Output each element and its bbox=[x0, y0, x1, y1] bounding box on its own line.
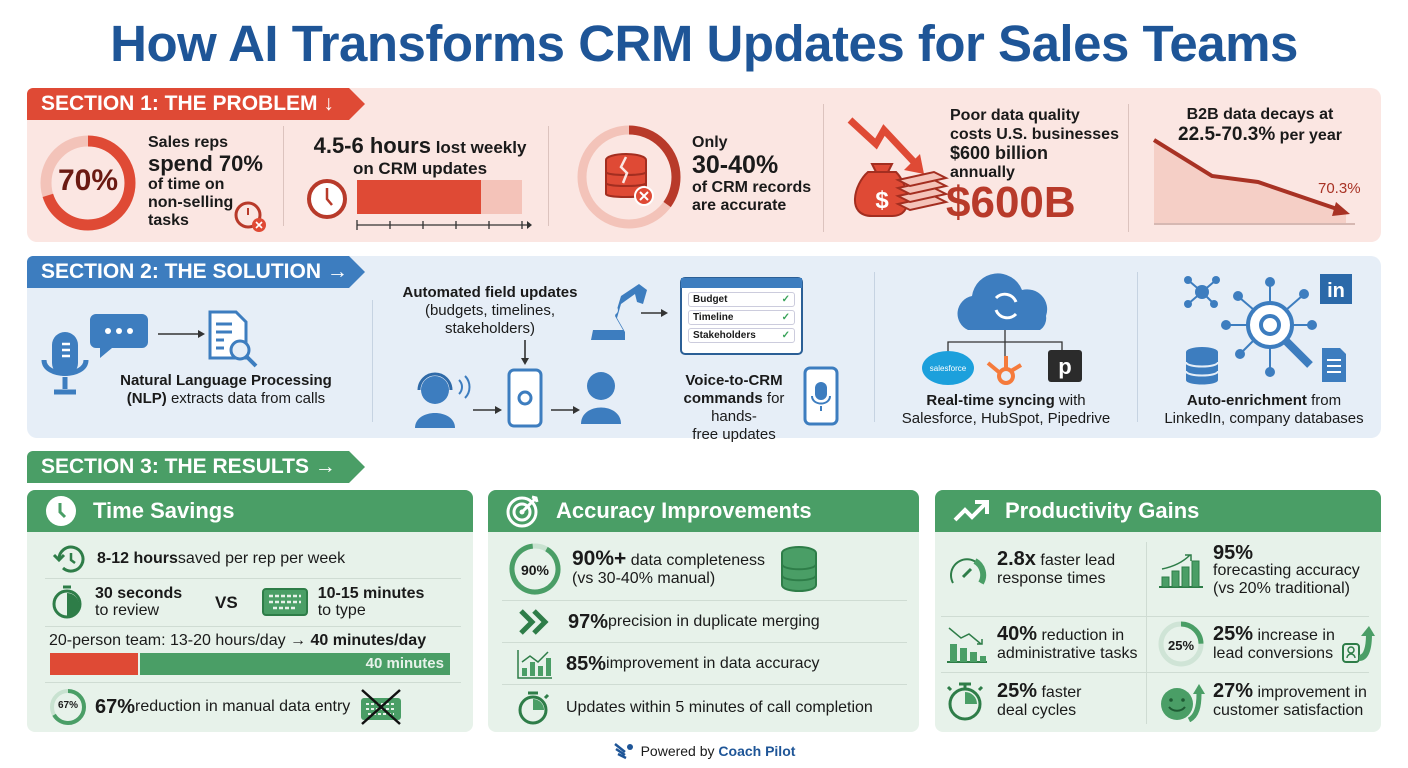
stat-crm-accuracy: Only 30-40% of CRM records are accurate bbox=[692, 134, 812, 214]
database-icon bbox=[781, 546, 818, 592]
bar-chart-up-icon bbox=[517, 650, 552, 679]
section-tag-problem: SECTION 1: THE PROBLEM ↓ bbox=[27, 88, 365, 120]
stat-decay: B2B data decays at 22.5-70.3% per year bbox=[1178, 106, 1342, 145]
stat-hours-lost: 4.5-6 hours lost weekly on CRM updates bbox=[313, 133, 527, 178]
time-row-review-vs-type: 30 seconds to review VS 10-15 minutes to t… bbox=[51, 584, 424, 620]
donut-90-icon: 90% bbox=[508, 542, 562, 596]
team-summary-text: 20-person team: 13-20 hours/day → 40 min… bbox=[49, 632, 427, 649]
time-row-hours-saved: 8-12 hours saved per rep per week bbox=[51, 544, 345, 574]
prod-deal-cycles: 25% faster deal cycles bbox=[947, 680, 1082, 722]
check-icon: ✓ bbox=[781, 330, 790, 341]
card-header-productivity: Productivity Gains bbox=[935, 490, 1381, 532]
bar-chart-down-icon bbox=[947, 627, 987, 663]
sync-caption: Real-time syncing with Salesforce, HubSp… bbox=[901, 392, 1111, 427]
voice-crm-caption: Voice-to-CRM commands for hands- free up… bbox=[683, 372, 785, 443]
keyboard-crossed-icon bbox=[361, 689, 402, 725]
svg-text:in: in bbox=[1327, 280, 1345, 302]
hours-axis bbox=[356, 220, 532, 230]
form-field-timeline: Timeline ✓ bbox=[688, 310, 795, 325]
check-icon: ✓ bbox=[781, 294, 790, 305]
money-loss-icon: $ bbox=[847, 117, 949, 217]
automated-updates-caption: Automated field updates (budgets, timeli… bbox=[402, 284, 578, 337]
svg-text:salesforce: salesforce bbox=[930, 364, 967, 373]
card-header-time: Time Savings bbox=[27, 490, 473, 532]
stopwatch-icon bbox=[518, 691, 550, 725]
big-600b: $600B bbox=[946, 178, 1076, 227]
accuracy-row-updates: Updates within 5 minutes of call complet… bbox=[516, 690, 873, 726]
card-header-accuracy: Accuracy Improvements bbox=[488, 490, 919, 532]
stopwatch-icon bbox=[947, 682, 984, 721]
keyboard-icon bbox=[261, 588, 308, 616]
clock-x-icon bbox=[234, 201, 266, 232]
prod-admin-reduction: 40% reduction in administrative tasks bbox=[947, 624, 1138, 664]
ring-label-70: 70% bbox=[57, 164, 119, 197]
card-productivity: Productivity Gains 2.8x faster lead respo… bbox=[935, 490, 1381, 732]
speedometer-icon bbox=[950, 558, 987, 585]
bar-chart-growth-icon bbox=[1159, 554, 1203, 588]
clock-icon bbox=[307, 179, 347, 219]
nlp-flow-icons bbox=[41, 310, 258, 395]
svg-text:p: p bbox=[1058, 354, 1071, 379]
section-tag-solution: SECTION 2: THE SOLUTION → bbox=[27, 256, 365, 288]
prod-lead-response: 2.8x faster lead response times bbox=[947, 549, 1115, 588]
donut-70-icon bbox=[40, 135, 136, 231]
page-title: How AI Transforms CRM Updates for Sales … bbox=[110, 15, 1298, 72]
time-row-manual-entry: 67% 67% reduction in manual data entry bbox=[49, 688, 404, 726]
crm-form-window: Budget ✓ Timeline ✓ Stakeholders ✓ bbox=[680, 277, 803, 355]
accuracy-row-duplicates: 97% precision in duplicate merging bbox=[518, 608, 820, 636]
accuracy-row-improvement: 85% improvement in data accuracy bbox=[516, 648, 819, 680]
decay-label: 70.3% bbox=[1318, 180, 1361, 197]
coach-pilot-logo-icon bbox=[613, 743, 633, 760]
smiley-growth-icon bbox=[1161, 684, 1205, 722]
target-icon bbox=[506, 495, 539, 528]
stat-data-quality: Poor data quality costs U.S. businesses … bbox=[950, 107, 1119, 181]
enrichment-caption: Auto-enrichment from LinkedIn, company d… bbox=[1164, 392, 1364, 427]
donut-accuracy-icon bbox=[577, 125, 681, 229]
hours-bar-fill bbox=[357, 180, 481, 214]
cloud-sync-icons: salesforce p bbox=[922, 273, 1082, 385]
card-accuracy: Accuracy Improvements 90% 90%+ data comp… bbox=[488, 490, 919, 732]
after-bar: 40 minutes bbox=[140, 653, 450, 675]
svg-text:$: $ bbox=[875, 187, 889, 214]
enrichment-icons: in bbox=[1184, 274, 1352, 385]
card-time-savings: Time Savings 8-12 hours saved per rep pe… bbox=[27, 490, 473, 732]
prod-satisfaction: 27% improvement in customer satisfaction bbox=[1159, 680, 1367, 722]
footer-powered-by: Powered by Coach Pilot bbox=[0, 742, 1408, 760]
stopwatch-icon bbox=[52, 585, 82, 619]
section-tag-results: SECTION 3: THE RESULTS → bbox=[27, 451, 365, 483]
prod-lead-conversions: 25% 25% increase in lead conversions bbox=[1157, 620, 1375, 668]
brand-link[interactable]: Coach Pilot bbox=[718, 743, 796, 759]
prod-forecasting: 95% forecasting accuracy (vs 20% tradition… bbox=[1159, 543, 1360, 598]
donut-67-icon: 67% bbox=[49, 688, 87, 726]
user-growth-icon bbox=[1341, 626, 1375, 663]
clock-icon bbox=[46, 496, 76, 526]
decay-line-chart bbox=[1152, 138, 1355, 225]
stat-nonselling: Sales reps spend 70% of time on non-sell… bbox=[148, 134, 263, 229]
form-field-stakeholders: Stakeholders ✓ bbox=[688, 328, 795, 343]
check-icon: ✓ bbox=[781, 312, 790, 323]
form-field-budget: Budget ✓ bbox=[688, 292, 795, 307]
accuracy-row-completeness: 90% 90%+ data completeness (vs 30-40% man… bbox=[508, 542, 819, 596]
double-chevron-icon bbox=[519, 609, 549, 635]
voice-flow-icons bbox=[415, 284, 839, 428]
nlp-caption: Natural Language Processing (NLP) extrac… bbox=[120, 372, 332, 407]
before-bar bbox=[50, 653, 138, 675]
donut-25-icon: 25% bbox=[1157, 620, 1205, 668]
trending-up-icon bbox=[953, 500, 989, 522]
history-clock-icon bbox=[52, 545, 85, 573]
